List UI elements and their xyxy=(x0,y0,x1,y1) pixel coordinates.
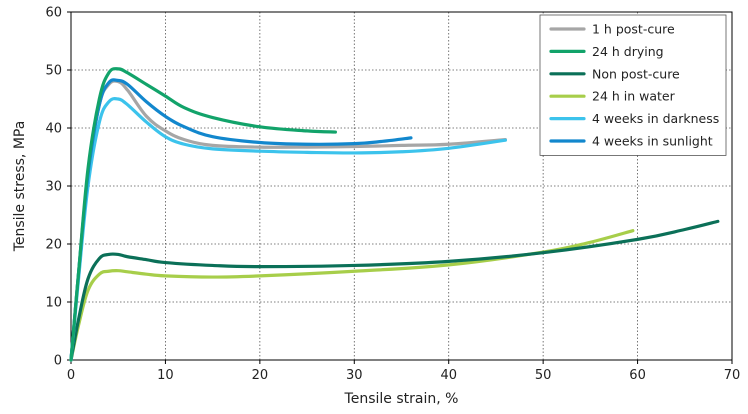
legend-label-4-weeks-in-sunlight: 4 weeks in sunlight xyxy=(592,134,713,149)
x-tick-label: 10 xyxy=(157,368,174,383)
x-tick-label: 70 xyxy=(724,368,741,383)
x-tick-label: 0 xyxy=(67,368,75,383)
y-tick-label: 20 xyxy=(45,238,62,253)
legend-label-4-weeks-in-darkness: 4 weeks in darkness xyxy=(592,111,719,126)
series-line-4-weeks-in-darkness xyxy=(69,96,507,362)
y-tick-label: 40 xyxy=(45,122,62,137)
y-axis-title: Tensile stress, MPa xyxy=(12,121,28,253)
axes: 0 10 20 30 40 50 60 70 0 10 20 30 40 50 60 xyxy=(45,6,740,384)
legend-label-24-h-in-water: 24 h in water xyxy=(592,89,676,104)
x-tick-label: 50 xyxy=(535,368,552,383)
legend-label-1-h-post-cure: 1 h post-cure xyxy=(592,22,675,37)
series-line-4-weeks-in-sunlight xyxy=(69,78,413,362)
x-tick-label: 40 xyxy=(440,368,457,383)
series-lines xyxy=(69,67,720,362)
legend-box xyxy=(539,14,727,156)
x-axis-title: Tensile strain, % xyxy=(344,391,459,407)
x-tick-label: 30 xyxy=(346,368,363,383)
series-line-24-h-drying xyxy=(69,67,337,362)
y-tick-label: 10 xyxy=(45,296,62,311)
y-tick-label: 60 xyxy=(45,6,62,21)
series-line-non-post-cure xyxy=(69,219,720,362)
series-line-24-h-in-water xyxy=(69,229,635,362)
y-tick-label: 30 xyxy=(45,180,62,195)
legend-label-24-h-drying: 24 h drying xyxy=(592,44,664,59)
legend: 1 h post-cure 24 h drying Non post-cure 24 … xyxy=(539,14,727,156)
legend-label-non-post-cure: Non post-cure xyxy=(592,66,680,81)
x-tick-label: 60 xyxy=(629,368,646,383)
y-tick-label: 0 xyxy=(54,354,62,369)
x-tick-label: 20 xyxy=(252,368,269,383)
series-line-1-h-post-cure xyxy=(69,79,507,362)
y-tick-label: 50 xyxy=(45,64,62,79)
